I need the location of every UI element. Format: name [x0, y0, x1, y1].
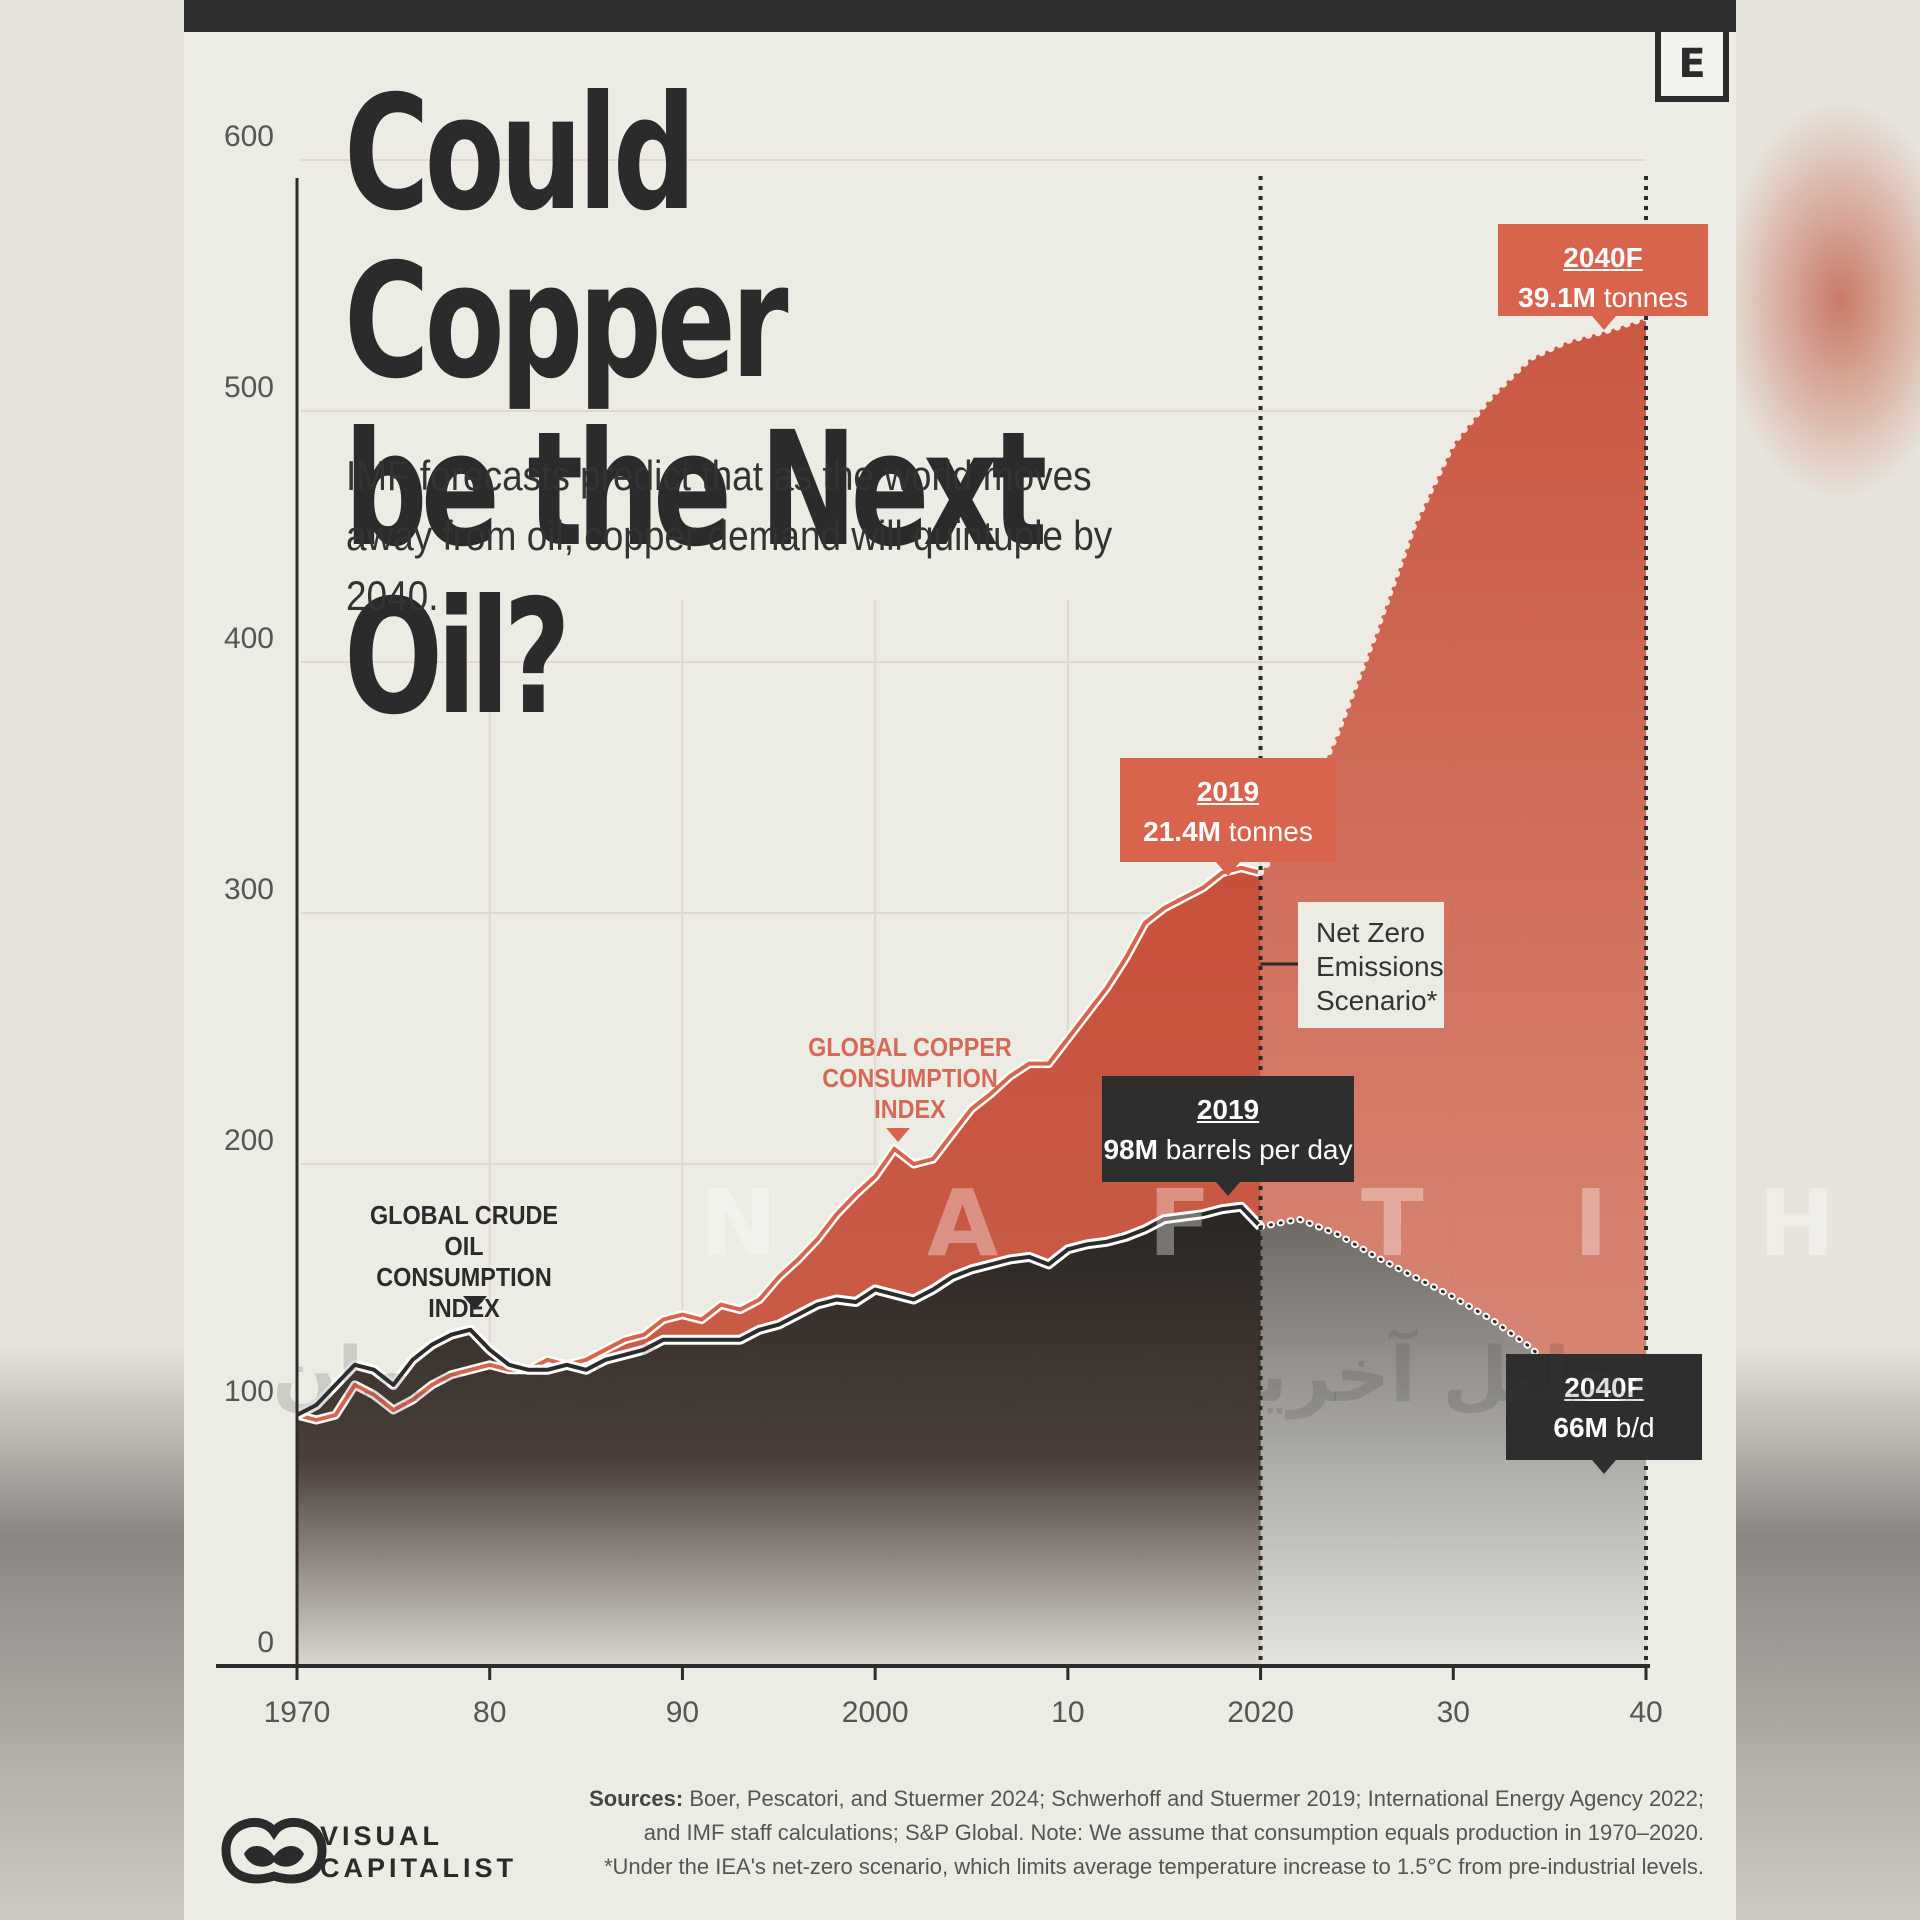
chart-subtitle: IMF forecasts predict that as the world …	[346, 452, 1113, 619]
callout-copper-2019: 2019 21.4M tonnes	[1120, 758, 1336, 862]
title-line-1: Could Copper	[344, 62, 788, 414]
y-tick-label: 200	[224, 1124, 274, 1157]
y-tick-label: 400	[224, 622, 274, 655]
callout-unit: barrels per day	[1157, 1134, 1353, 1165]
callout-unit: b/d	[1607, 1412, 1655, 1443]
x-tick-label: 40	[1629, 1696, 1662, 1729]
sources-note: Sources: Boer, Pescatori, and Stuermer 2…	[584, 1782, 1704, 1884]
oil-historical-area	[297, 1206, 1261, 1666]
oil-label-pointer	[463, 1296, 487, 1310]
top-bar	[184, 0, 1736, 32]
oil-forecast-line	[1259, 1217, 1648, 1452]
callout-unit: tonnes	[1595, 282, 1688, 313]
y-tick-label: 500	[224, 371, 274, 404]
oil-series-label: GLOBAL CRUDE OIL CONSUMPTION INDEX	[369, 1200, 559, 1323]
callout-value: 21.4M	[1143, 816, 1221, 847]
chart: 0 100 200 300 400 500 600 1970 80 90 2000 10 2020 30 4…	[216, 120, 1663, 1729]
sources-text: Boer, Pescatori, and Stuermer 2024; Schw…	[643, 1786, 1704, 1845]
visual-capitalist-wordmark: VISUAL CAPITALIST	[320, 1820, 517, 1884]
y-tick-label: 300	[224, 873, 274, 906]
x-tick-label: 2020	[1227, 1696, 1294, 1729]
y-tick-label: 0	[257, 1626, 274, 1659]
x-tick-label: 30	[1437, 1696, 1470, 1729]
callout-value: 98M	[1103, 1134, 1158, 1165]
copper-label-pointer	[886, 1128, 910, 1142]
x-tick-label: 10	[1051, 1696, 1084, 1729]
callout-oil-2040: 2040F 66M b/d	[1506, 1354, 1702, 1460]
y-tick-label: 600	[224, 120, 274, 153]
wordmark-line-2: CAPITALIST	[320, 1853, 517, 1883]
x-tick-label: 90	[666, 1696, 699, 1729]
callout-year: 2040F	[1564, 1372, 1644, 1403]
title-line-2: be the Next Oil?	[344, 398, 1047, 750]
x-tick-label: 1970	[264, 1696, 331, 1729]
callout-pointer-copper-2019	[1216, 862, 1240, 876]
visual-capitalist-logo-icon	[221, 1817, 327, 1884]
x-tick-label: 2000	[842, 1696, 909, 1729]
elements-logo: E	[1655, 32, 1729, 102]
callout-pointer-oil-2019	[1216, 1182, 1240, 1196]
copper-line	[296, 865, 1262, 1422]
x-tick-label: 80	[473, 1696, 506, 1729]
y-tick-label: 100	[224, 1375, 274, 1408]
wordmark-line-1: VISUAL	[320, 1821, 444, 1851]
callout-oil-2019: 2019 98M barrels per day	[1102, 1076, 1354, 1182]
footnote: *Under the IEA's net-zero scenario, whic…	[603, 1854, 1704, 1879]
copper-series-label: GLOBAL COPPER CONSUMPTION INDEX	[808, 1032, 1012, 1124]
oil-line	[296, 1204, 1263, 1417]
callout-year: 2019	[1196, 776, 1260, 807]
callout-pointer-copper-2040	[1592, 316, 1616, 330]
watermark-arabic: تحلیل آخرین اخبار نفت ایران و جهان	[272, 1330, 1656, 1419]
callout-unit: tonnes	[1220, 816, 1313, 847]
net-zero-scenario-label: Net Zero Emissions Scenario*	[1298, 902, 1444, 1028]
infographic-poster: E 0 100 200 300 400 500 600 1970 80 90 2	[184, 0, 1736, 1920]
callout-value: 66M	[1553, 1412, 1608, 1443]
watermark-latin: NAFTIHA	[700, 1170, 1920, 1277]
sources-label: Sources:	[589, 1786, 684, 1811]
oil-forecast-area	[1260, 1219, 1646, 1666]
callout-value: 39.1M	[1518, 282, 1596, 313]
callout-copper-2040: 2040F 39.1M tonnes	[1498, 224, 1708, 316]
chart-title: Could Copper be the Next Oil?	[344, 70, 1082, 742]
callout-year: 2040F	[1563, 242, 1643, 273]
callout-pointer-oil-2040	[1592, 1460, 1616, 1474]
callout-year: 2019	[1196, 1094, 1260, 1125]
